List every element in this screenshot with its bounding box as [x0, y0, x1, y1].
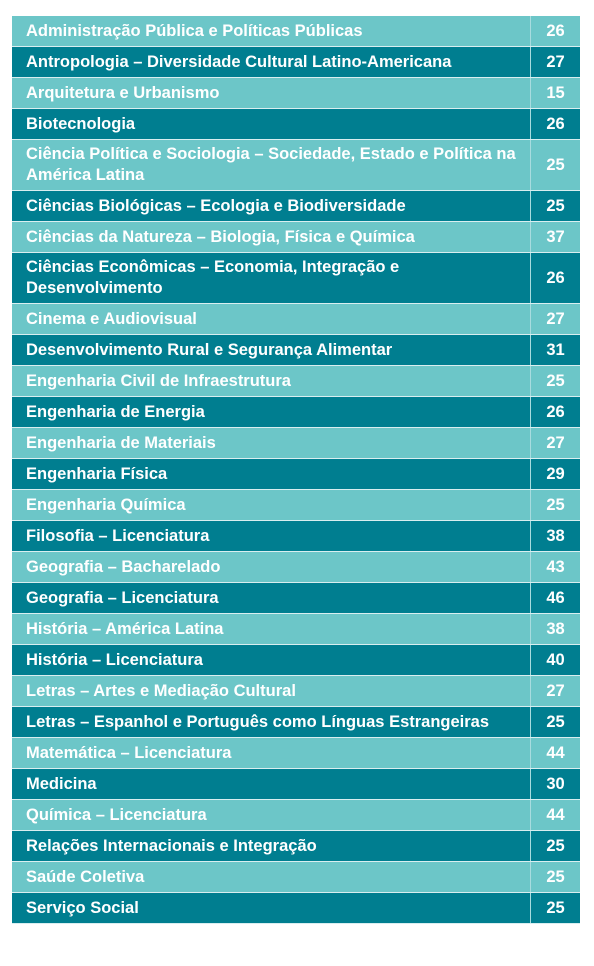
course-name: Serviço Social [12, 892, 531, 924]
course-value: 27 [530, 46, 580, 78]
table-row: Administração Pública e Políticas Públic… [12, 16, 580, 47]
course-name: Engenharia Química [12, 489, 531, 521]
course-value: 37 [530, 221, 580, 253]
course-name: Ciências da Natureza – Biologia, Física … [12, 221, 531, 253]
course-name: Cinema e Audiovisual [12, 303, 531, 335]
course-name: Relações Internacionais e Integração [12, 830, 531, 862]
table-row: Biotecnologia 26 [12, 108, 580, 140]
course-name: Geografia – Bacharelado [12, 551, 531, 583]
table-row: Ciências Econômicas – Economia, Integraç… [12, 252, 580, 304]
course-name: Arquitetura e Urbanismo [12, 77, 531, 109]
course-value: 40 [530, 644, 580, 676]
course-name: História – América Latina [12, 613, 531, 645]
table-row: Engenharia de Materiais 27 [12, 427, 580, 459]
course-name: Letras – Espanhol e Português como Língu… [12, 706, 531, 738]
course-name: História – Licenciatura [12, 644, 531, 676]
course-value: 31 [530, 334, 580, 366]
table-row: Serviço Social 25 [12, 892, 580, 924]
course-value: 25 [530, 190, 580, 222]
course-name: Química – Licenciatura [12, 799, 531, 831]
table-row: Engenharia de Energia 26 [12, 396, 580, 428]
table-row: Ciências Biológicas – Ecologia e Biodive… [12, 190, 580, 222]
course-name: Engenharia Civil de Infraestrutura [12, 365, 531, 397]
course-value: 44 [530, 799, 580, 831]
course-value: 25 [530, 365, 580, 397]
table-row: Desenvolvimento Rural e Segurança Alimen… [12, 334, 580, 366]
course-name: Engenharia Física [12, 458, 531, 490]
course-value: 38 [530, 520, 580, 552]
course-name: Matemática – Licenciatura [12, 737, 531, 769]
table-row: Geografia – Bacharelado 43 [12, 551, 580, 583]
course-name: Geografia – Licenciatura [12, 582, 531, 614]
course-value: 25 [530, 139, 580, 191]
table-row: Matemática – Licenciatura 44 [12, 737, 580, 769]
course-name: Ciência Política e Sociologia – Sociedad… [12, 139, 531, 191]
course-value: 27 [530, 303, 580, 335]
course-value: 25 [530, 861, 580, 893]
course-value: 43 [530, 551, 580, 583]
table-row: Ciências da Natureza – Biologia, Física … [12, 221, 580, 253]
course-value: 27 [530, 427, 580, 459]
course-value: 25 [530, 892, 580, 924]
course-value: 26 [530, 16, 580, 47]
course-value: 44 [530, 737, 580, 769]
table-body: Administração Pública e Políticas Públic… [12, 16, 580, 924]
course-value: 26 [530, 252, 580, 304]
course-value: 26 [530, 396, 580, 428]
table-row: Engenharia Química 25 [12, 489, 580, 521]
course-value: 29 [530, 458, 580, 490]
table-row: Geografia – Licenciatura 46 [12, 582, 580, 614]
course-value: 27 [530, 675, 580, 707]
course-name: Letras – Artes e Mediação Cultural [12, 675, 531, 707]
course-value: 25 [530, 706, 580, 738]
course-value: 30 [530, 768, 580, 800]
course-value: 25 [530, 489, 580, 521]
table-row: Filosofia – Licenciatura 38 [12, 520, 580, 552]
course-name: Desenvolvimento Rural e Segurança Alimen… [12, 334, 531, 366]
course-name: Ciências Biológicas – Ecologia e Biodive… [12, 190, 531, 222]
course-value: 46 [530, 582, 580, 614]
course-value: 25 [530, 830, 580, 862]
course-name: Engenharia de Energia [12, 396, 531, 428]
course-name: Engenharia de Materiais [12, 427, 531, 459]
table-row: Medicina 30 [12, 768, 580, 800]
course-value: 26 [530, 108, 580, 140]
course-name: Antropologia – Diversidade Cultural Lati… [12, 46, 531, 78]
course-name: Medicina [12, 768, 531, 800]
table-row: Engenharia Física 29 [12, 458, 580, 490]
table-row: Engenharia Civil de Infraestrutura 25 [12, 365, 580, 397]
table-row: Relações Internacionais e Integração 25 [12, 830, 580, 862]
course-value: 38 [530, 613, 580, 645]
course-name: Filosofia – Licenciatura [12, 520, 531, 552]
table-row: Arquitetura e Urbanismo 15 [12, 77, 580, 109]
course-name: Ciências Econômicas – Economia, Integraç… [12, 252, 531, 304]
table-row: Antropologia – Diversidade Cultural Lati… [12, 46, 580, 78]
course-name: Saúde Coletiva [12, 861, 531, 893]
table-row: Letras – Artes e Mediação Cultural 27 [12, 675, 580, 707]
course-table: Administração Pública e Políticas Públic… [12, 16, 580, 924]
table-row: Saúde Coletiva 25 [12, 861, 580, 893]
table-row: História – Licenciatura 40 [12, 644, 580, 676]
table-row: História – América Latina 38 [12, 613, 580, 645]
course-value: 15 [530, 77, 580, 109]
course-name: Biotecnologia [12, 108, 531, 140]
table-row: Química – Licenciatura 44 [12, 799, 580, 831]
table-row: Letras – Espanhol e Português como Língu… [12, 706, 580, 738]
table-row: Cinema e Audiovisual 27 [12, 303, 580, 335]
table-row: Ciência Política e Sociologia – Sociedad… [12, 139, 580, 191]
course-name: Administração Pública e Políticas Públic… [12, 16, 531, 47]
